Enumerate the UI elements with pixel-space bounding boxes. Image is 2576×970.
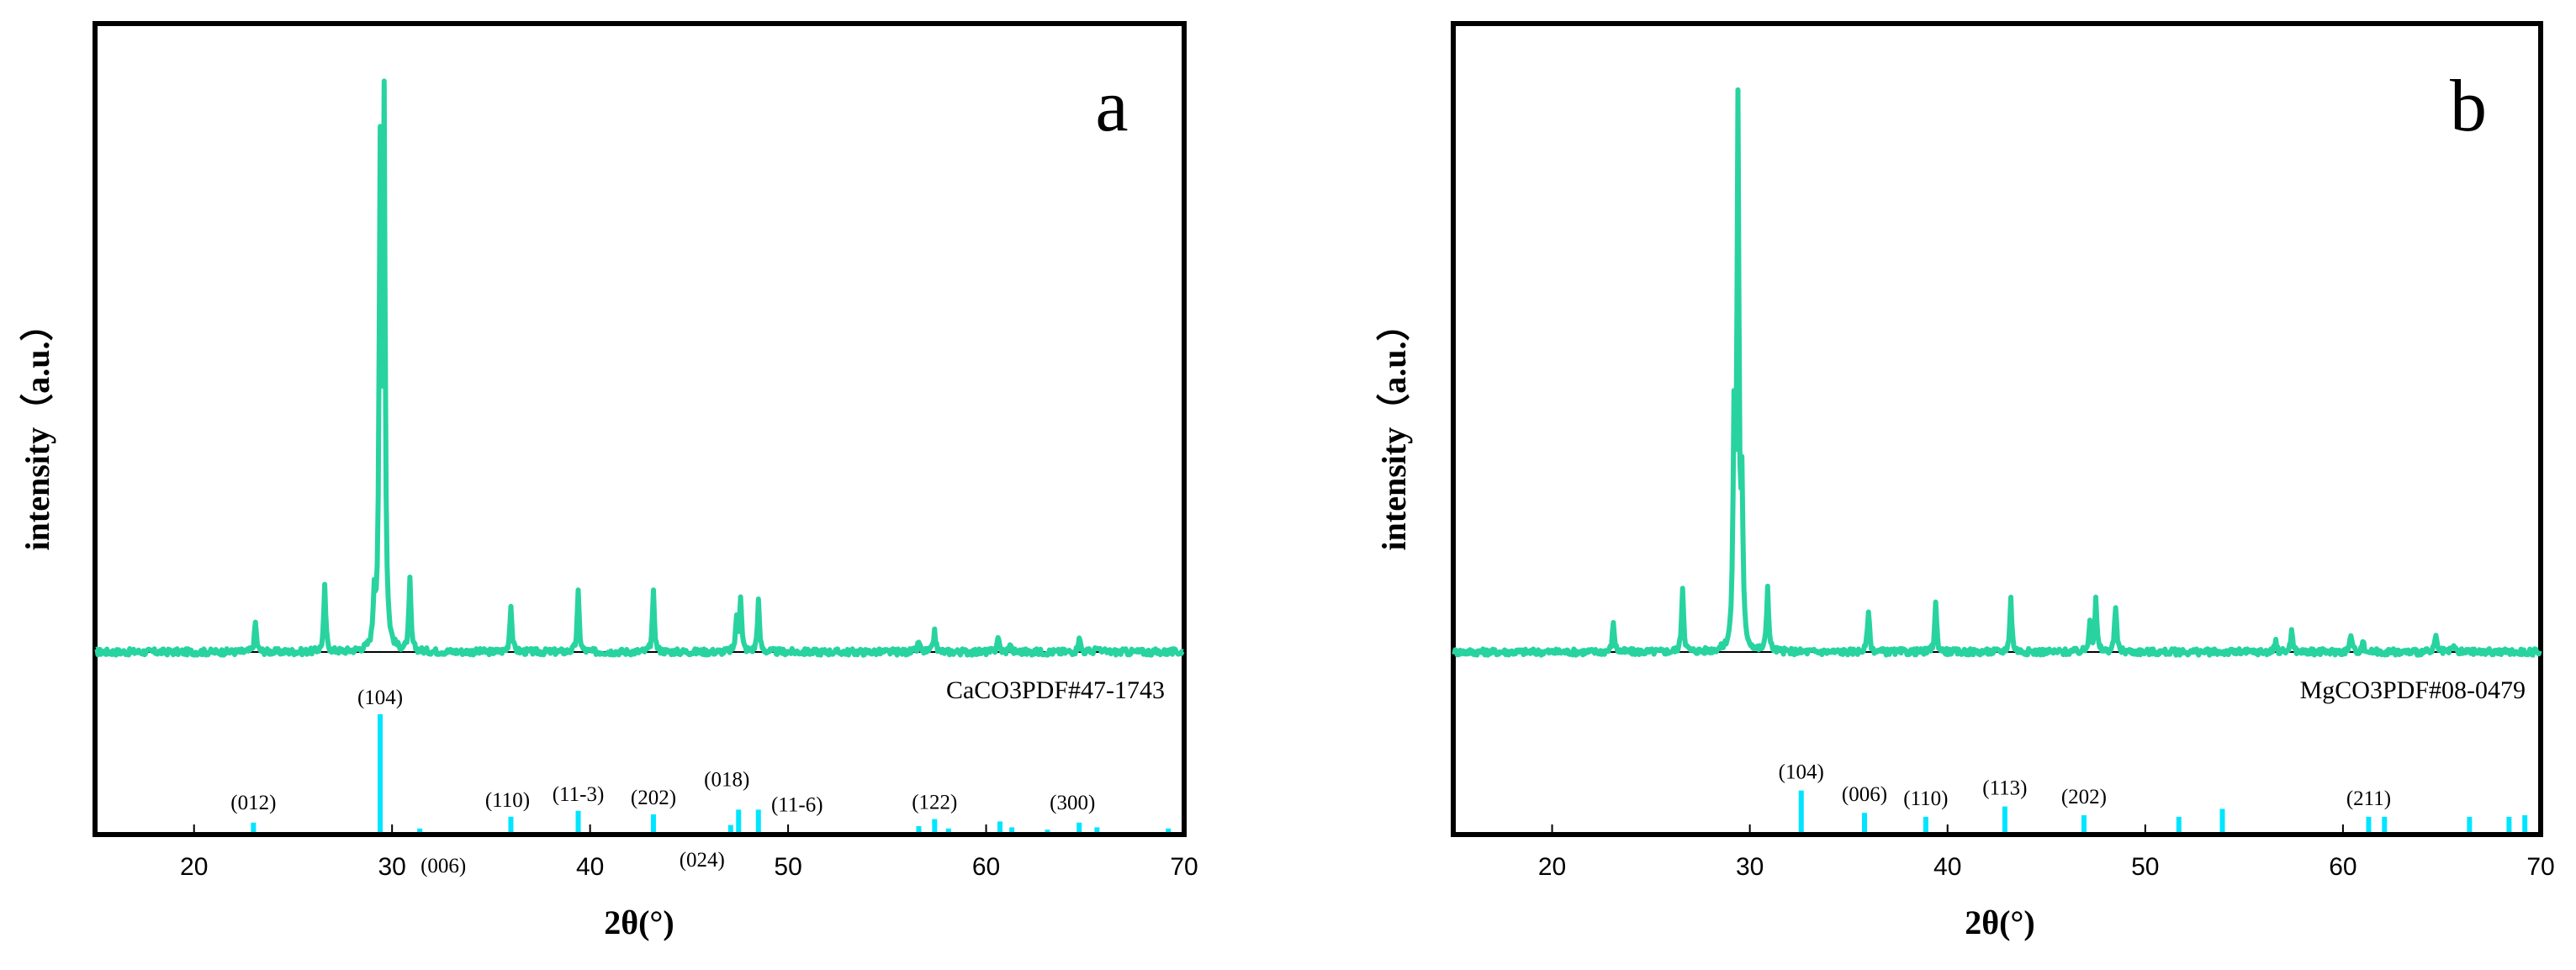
hkl-label: (300): [1050, 792, 1095, 814]
hkl-label: (122): [912, 792, 957, 814]
x-axis-label: 2θ(°): [1965, 904, 2035, 941]
panel-letter: a: [1095, 66, 1128, 147]
x-tick-label: 60: [972, 853, 1000, 881]
x-tick-label: 30: [1736, 853, 1764, 881]
x-tick-label: 20: [180, 853, 208, 881]
reference-lines: (012) (104) (006) (110) (11-3) (202) (024) (018…: [230, 686, 1172, 877]
hkl-label: (012): [230, 792, 276, 814]
x-ticks: 20 30 40 50 60 70: [1538, 824, 2555, 881]
panel-letter: b: [2450, 66, 2487, 147]
hkl-label: (104): [357, 686, 403, 709]
hkl-label: (113): [1982, 777, 2027, 800]
hkl-label: (202): [631, 787, 676, 809]
x-tick-label: 60: [2329, 853, 2356, 881]
hkl-label: (11-6): [771, 793, 823, 816]
y-axis-label: intensity（a.u.）: [1375, 308, 1413, 551]
hkl-label: (211): [2346, 787, 2391, 810]
x-tick-label: 20: [1538, 853, 1566, 881]
x-ticks: 20 30 40 50 60 70: [180, 824, 1198, 881]
hkl-label: (202): [2061, 786, 2107, 808]
hkl-label: (006): [1842, 783, 1887, 806]
y-axis-label: intensity（a.u.）: [19, 308, 56, 551]
x-tick-label: 70: [2526, 853, 2554, 881]
reference-label: MgCO3PDF#08-0479: [2300, 676, 2526, 704]
reference-lines: (104) (006) (110) (113) (202) (211): [1779, 761, 2528, 832]
plot-frame: [93, 21, 1187, 837]
x-tick-label: 50: [2131, 853, 2159, 881]
plot-frame: [1451, 21, 2543, 837]
hkl-label: (018): [704, 768, 749, 791]
hkl-label: (110): [485, 789, 530, 812]
x-tick-label: 30: [378, 853, 405, 881]
x-tick-label: 40: [576, 853, 604, 881]
hkl-label: (11-3): [553, 783, 605, 806]
x-tick-label: 40: [1933, 853, 1961, 881]
hkl-label: (110): [1903, 787, 1948, 810]
hkl-label: (006): [421, 855, 466, 877]
x-tick-label: 70: [1170, 853, 1198, 881]
x-tick-label: 50: [774, 853, 801, 881]
panel-b: b intensity（a.u.） 2θ(°) MgCO3PDF#08-0479…: [1375, 21, 2555, 941]
x-axis-label: 2θ(°): [604, 904, 674, 941]
reference-label: CaCO3PDF#47-1743: [946, 676, 1165, 704]
hkl-label: (104): [1779, 761, 1824, 784]
hkl-label: (024): [680, 849, 725, 872]
panel-a: a intensity（a.u.） 2θ(°) CaCO3PDF#47-1743…: [19, 21, 1198, 941]
pattern-line: [94, 78, 1185, 658]
pattern-line: [1452, 87, 2542, 658]
